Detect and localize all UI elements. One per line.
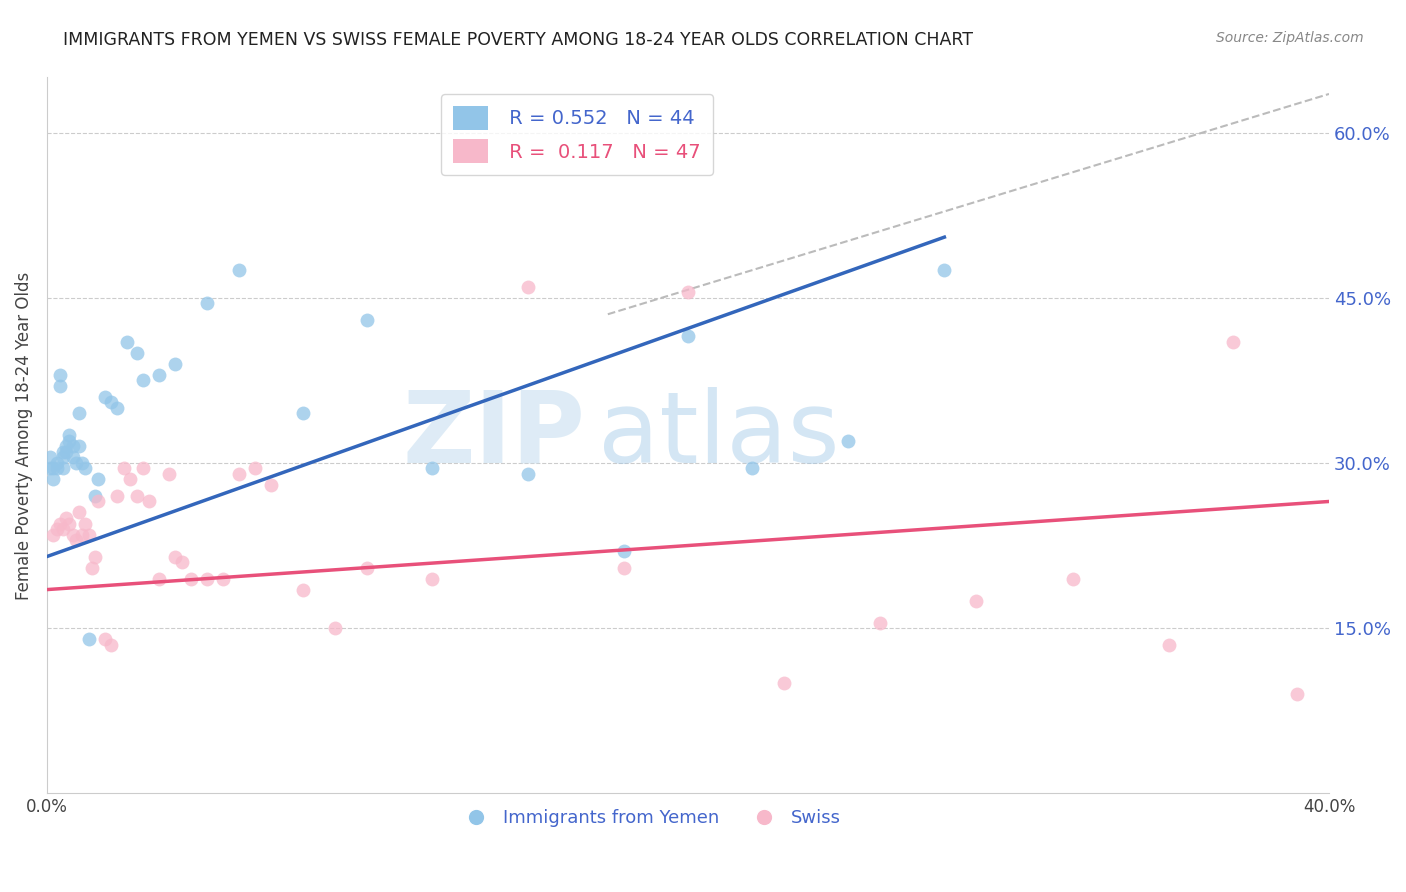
Point — [55, 439, 77, 453]
Point — [77, 527, 100, 541]
Point — [65, 456, 87, 470]
Point — [195, 296, 218, 310]
Point — [62, 527, 84, 541]
Point — [52, 522, 75, 536]
Point — [228, 467, 250, 481]
Point — [84, 489, 107, 503]
Point — [87, 473, 110, 487]
Point — [62, 450, 84, 465]
Point — [39, 450, 62, 465]
Point — [100, 638, 122, 652]
Point — [107, 489, 129, 503]
Point — [52, 461, 75, 475]
Point — [420, 572, 443, 586]
Point — [132, 461, 155, 475]
Point — [934, 263, 956, 277]
Point — [165, 357, 187, 371]
Point — [292, 406, 315, 420]
Point — [138, 494, 160, 508]
Point — [39, 461, 62, 475]
Point — [100, 395, 122, 409]
Legend: Immigrants from Yemen, Swiss: Immigrants from Yemen, Swiss — [450, 802, 848, 834]
Text: atlas: atlas — [598, 387, 839, 483]
Y-axis label: Female Poverty Among 18-24 Year Olds: Female Poverty Among 18-24 Year Olds — [15, 271, 32, 599]
Point — [45, 456, 67, 470]
Point — [516, 467, 538, 481]
Point — [48, 368, 70, 382]
Point — [228, 263, 250, 277]
Point — [195, 572, 218, 586]
Text: IMMIGRANTS FROM YEMEN VS SWISS FEMALE POVERTY AMONG 18-24 YEAR OLDS CORRELATION : IMMIGRANTS FROM YEMEN VS SWISS FEMALE PO… — [63, 31, 973, 49]
Point — [613, 544, 636, 558]
Point — [55, 511, 77, 525]
Point — [67, 406, 90, 420]
Point — [773, 676, 796, 690]
Point — [1157, 638, 1180, 652]
Point — [65, 533, 87, 547]
Point — [165, 549, 187, 564]
Text: Source: ZipAtlas.com: Source: ZipAtlas.com — [1216, 31, 1364, 45]
Point — [613, 560, 636, 574]
Point — [48, 379, 70, 393]
Point — [132, 373, 155, 387]
Point — [58, 428, 80, 442]
Point — [75, 516, 97, 531]
Point — [180, 572, 202, 586]
Point — [148, 572, 170, 586]
Point — [676, 329, 699, 343]
Point — [965, 593, 987, 607]
Point — [93, 390, 115, 404]
Point — [325, 621, 347, 635]
Point — [52, 445, 75, 459]
Point — [420, 461, 443, 475]
Point — [42, 527, 65, 541]
Point — [55, 445, 77, 459]
Point — [125, 489, 148, 503]
Point — [67, 506, 90, 520]
Point — [42, 473, 65, 487]
Point — [212, 572, 235, 586]
Point — [70, 527, 93, 541]
Point — [1222, 334, 1244, 349]
Point — [42, 461, 65, 475]
Point — [45, 461, 67, 475]
Point — [80, 560, 103, 574]
Point — [260, 478, 283, 492]
Point — [516, 279, 538, 293]
Point — [170, 555, 193, 569]
Point — [245, 461, 267, 475]
Point — [62, 439, 84, 453]
Point — [52, 450, 75, 465]
Point — [75, 461, 97, 475]
Point — [1285, 687, 1308, 701]
Point — [837, 434, 859, 448]
Point — [741, 461, 763, 475]
Point — [67, 439, 90, 453]
Point — [157, 467, 180, 481]
Point — [84, 549, 107, 564]
Point — [115, 334, 138, 349]
Point — [356, 560, 378, 574]
Point — [120, 473, 142, 487]
Point — [292, 582, 315, 597]
Point — [676, 285, 699, 300]
Point — [112, 461, 135, 475]
Point — [93, 632, 115, 647]
Point — [58, 516, 80, 531]
Text: ZIP: ZIP — [402, 387, 585, 483]
Point — [87, 494, 110, 508]
Point — [1062, 572, 1084, 586]
Point — [58, 434, 80, 448]
Point — [869, 615, 891, 630]
Point — [107, 401, 129, 415]
Point — [45, 522, 67, 536]
Point — [356, 312, 378, 326]
Point — [125, 346, 148, 360]
Point — [148, 368, 170, 382]
Point — [70, 456, 93, 470]
Point — [77, 632, 100, 647]
Point — [48, 516, 70, 531]
